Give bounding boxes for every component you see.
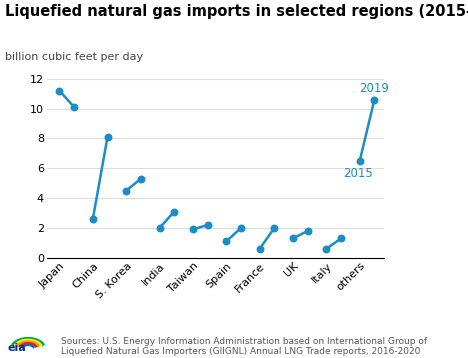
Point (104, 134, 111, 140)
Point (89, 216, 96, 222)
Point (204, 222, 212, 228)
Point (271, 225, 278, 231)
Text: eia: eia (7, 343, 26, 353)
Point (356, 158, 364, 164)
Point (223, 238, 230, 244)
Point (170, 209, 178, 214)
Text: 2015: 2015 (343, 167, 373, 180)
Point (189, 227, 197, 232)
Point (304, 228, 311, 234)
Point (156, 225, 163, 231)
Point (289, 236, 297, 241)
Point (256, 246, 263, 252)
Text: Sources: U.S. Energy Information Administration based on International Group of
: Sources: U.S. Energy Information Adminis… (61, 337, 427, 356)
Point (56, 88, 63, 93)
Point (137, 176, 145, 182)
Text: 2019: 2019 (359, 82, 389, 95)
Point (371, 97, 378, 102)
Point (322, 246, 330, 252)
Point (70, 104, 78, 110)
Text: Liquefied natural gas imports in selected regions (2015-2019): Liquefied natural gas imports in selecte… (5, 4, 468, 19)
Text: billion cubic feet per day: billion cubic feet per day (5, 52, 143, 62)
Point (123, 188, 130, 193)
Point (337, 236, 345, 241)
Point (237, 225, 245, 231)
